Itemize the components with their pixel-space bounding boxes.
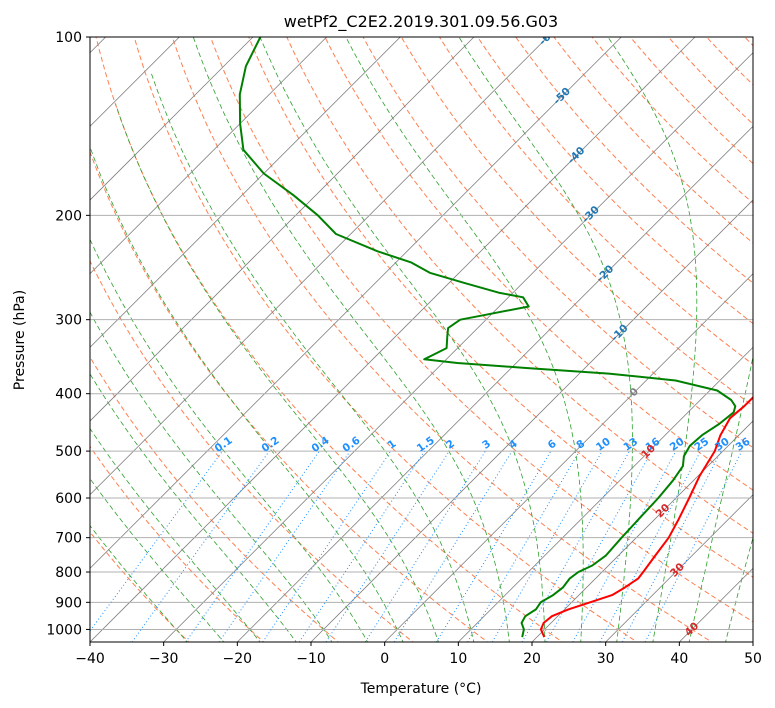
isotherm-line	[237, 125, 753, 642]
y-tick-label: 300	[55, 313, 82, 329]
sounding-profile-line	[539, 395, 753, 638]
y-tick-label: 500	[55, 444, 82, 460]
mixing-ratio-line	[364, 450, 486, 642]
isotherm-line	[163, 52, 753, 642]
y-tick-label: 800	[55, 565, 82, 581]
moist-adiabat-line	[150, 72, 475, 642]
x-tick-label: 20	[523, 651, 541, 667]
mixing-ratio-line	[131, 450, 270, 642]
isotherm-line	[90, 37, 254, 201]
y-tick-label: 1000	[46, 622, 82, 638]
mixing-ratio-line	[545, 450, 653, 642]
y-tick-label: 400	[55, 387, 82, 403]
x-tick-label: 10	[449, 651, 467, 667]
isotherm-line	[384, 273, 753, 642]
x-tick-label: 40	[670, 651, 688, 667]
y-tick-label: 100	[55, 30, 82, 46]
isotherm-line	[531, 420, 753, 642]
moist-adiabat-line	[90, 311, 333, 642]
y-tick-label: 600	[55, 491, 82, 507]
moist-adiabat-line	[90, 238, 369, 642]
y-axis-label: Pressure (hPa)	[12, 290, 28, 390]
profiles	[238, 37, 753, 638]
mixing-ratio-line	[621, 450, 722, 642]
dry-adiabat-line	[438, 37, 753, 366]
y-tick-label: 900	[55, 595, 82, 611]
isotherm-line	[90, 37, 327, 275]
isotherm-line	[90, 37, 696, 642]
mixing-ratio-line	[325, 450, 450, 642]
isotherm-line	[90, 37, 622, 569]
background-lines	[90, 37, 753, 642]
dry-adiabat-line	[248, 37, 753, 578]
dry-adiabat-line	[324, 37, 753, 491]
isotherm-line	[90, 37, 475, 422]
x-tick-label: 30	[597, 651, 615, 667]
isotherm-line	[310, 199, 753, 642]
x-tick-label: 50	[744, 651, 762, 667]
x-tick-label: −10	[296, 651, 326, 667]
mixing-ratio-line	[218, 450, 351, 642]
isotherm-line	[458, 346, 753, 642]
dry-adiabat-line	[171, 37, 713, 642]
plot-frame	[89, 36, 754, 643]
mixing-ratio-line	[521, 450, 630, 642]
x-tick-label: −40	[75, 651, 105, 667]
dry-adiabat-line	[90, 150, 489, 642]
dry-adiabat-line	[362, 37, 753, 449]
isotherm-line	[90, 37, 401, 348]
isotherm-line	[90, 37, 548, 496]
mixing-ratio-line	[644, 450, 743, 642]
sounding-profile-line	[238, 37, 737, 638]
chart-title: wetPf2_C2E2.2019.301.09.56.G03	[284, 12, 558, 32]
x-tick-label: −20	[223, 651, 253, 667]
axes: −40 −30 −20 −10 0 10 20 30 40 50 100 200 300 400 500 60…	[46, 30, 762, 667]
mixing-ratio-line	[599, 450, 701, 642]
x-tick-label: 0	[380, 651, 389, 667]
x-tick-label: −30	[149, 651, 179, 667]
moist-adiabat-line	[90, 427, 261, 642]
y-tick-label: 200	[55, 208, 82, 224]
mixing-ratio-line	[185, 450, 320, 642]
isotherm-label: -60	[537, 26, 559, 48]
mixing-ratio-line	[393, 450, 513, 642]
moist-adiabat-line	[90, 145, 404, 642]
x-axis-label: Temperature (°C)	[360, 681, 482, 697]
y-tick-label: 700	[55, 531, 82, 547]
isotherm-line	[605, 494, 753, 642]
